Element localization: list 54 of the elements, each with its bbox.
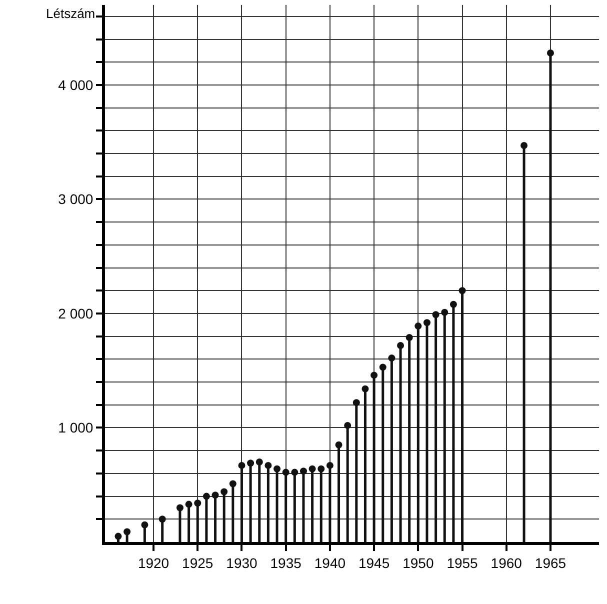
point: [520, 142, 528, 150]
point: [432, 311, 440, 318]
point: [326, 462, 334, 469]
point: [212, 492, 219, 499]
point: [352, 399, 360, 406]
y-tick-label: 1 000: [58, 420, 94, 436]
point: [379, 364, 386, 371]
x-tick-label: 1960: [490, 554, 522, 571]
x-tick-label: 1935: [270, 554, 302, 571]
point: [194, 500, 202, 507]
point: [176, 504, 184, 512]
x-tick-label: 1925: [182, 554, 214, 571]
point: [388, 354, 396, 362]
point: [300, 468, 307, 475]
point: [220, 488, 228, 496]
point: [229, 480, 236, 488]
x-tick-label: 1930: [226, 554, 258, 571]
y-axis-title: Létszám: [46, 6, 96, 21]
point: [362, 385, 369, 392]
x-tick-label: 1940: [314, 554, 346, 571]
point: [414, 322, 422, 330]
point: [406, 334, 413, 341]
point: [124, 528, 131, 536]
point: [308, 465, 316, 472]
x-tick-label: 1965: [534, 554, 566, 571]
point: [202, 492, 210, 500]
point: [546, 49, 554, 56]
point: [247, 460, 254, 467]
point: [264, 462, 272, 469]
point: [291, 468, 298, 476]
y-tick-label: 3 000: [58, 191, 94, 208]
point: [114, 532, 122, 540]
point: [335, 441, 342, 448]
point: [441, 308, 448, 316]
point: [423, 319, 430, 326]
x-tick-label: 1945: [358, 554, 390, 571]
point: [318, 465, 325, 472]
point: [238, 462, 246, 469]
point: [185, 500, 192, 508]
point: [256, 458, 263, 466]
point: [282, 468, 290, 476]
x-tick-label: 1950: [402, 554, 434, 571]
x-tick-label: 1920: [138, 554, 170, 571]
y-tick-label: 4 000: [58, 76, 94, 93]
point: [458, 287, 466, 294]
point: [141, 521, 148, 528]
y-tick-label: 2 000: [58, 305, 94, 322]
point: [158, 516, 166, 523]
point: [370, 372, 378, 379]
point: [397, 342, 404, 349]
x-tick-label: 1955: [446, 554, 478, 571]
point: [450, 300, 457, 308]
point: [344, 422, 352, 429]
point: [274, 465, 281, 472]
